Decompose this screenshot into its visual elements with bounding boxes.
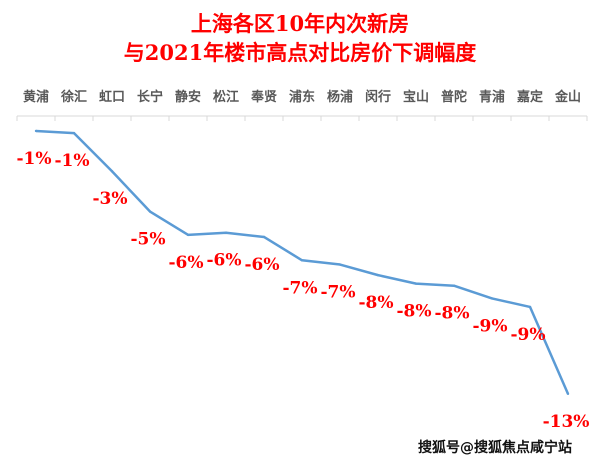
x-tick-label: 奉贤 — [250, 89, 277, 105]
data-point — [262, 235, 266, 239]
x-tick-label: 闵行 — [365, 89, 391, 105]
x-tick-label: 松江 — [213, 89, 239, 105]
data-label: -3% — [92, 189, 127, 209]
x-tick-label: 金山 — [554, 89, 581, 105]
data-label: -9% — [472, 316, 507, 336]
data-point — [376, 273, 380, 277]
data-point — [110, 170, 114, 173]
data-point — [452, 284, 456, 287]
data-label: -7% — [320, 283, 355, 303]
data-label: -6% — [244, 255, 279, 275]
x-tick-label: 普陀 — [441, 89, 467, 105]
series-line — [35, 129, 570, 395]
data-point — [186, 233, 190, 237]
x-tick-label: 宝山 — [403, 89, 429, 105]
x-tick-label: 静安 — [175, 89, 201, 105]
data-label: -8% — [396, 302, 431, 322]
data-point — [528, 305, 532, 309]
data-point — [414, 282, 418, 285]
data-label: -1% — [16, 149, 51, 169]
data-label: -13% — [543, 412, 590, 432]
data-label: -9% — [510, 325, 545, 345]
x-tick-label: 徐汇 — [60, 89, 87, 105]
data-point — [34, 129, 38, 133]
chart-title-line2: 与2021年楼市高点对比房价下调幅度 — [123, 40, 477, 65]
x-tick-label: 青浦 — [479, 89, 505, 105]
x-tick-label: 嘉定 — [516, 89, 543, 105]
data-label: -6% — [168, 253, 203, 273]
data-label: -1% — [54, 151, 89, 171]
data-point — [224, 231, 228, 234]
data-point — [72, 131, 76, 135]
chart-title-line1: 上海各区10年内次新房 — [190, 11, 410, 36]
data-label: -8% — [434, 304, 469, 324]
data-point — [490, 297, 494, 300]
data-label: -7% — [282, 278, 317, 298]
x-tick-label: 浦东 — [289, 89, 315, 105]
x-tick-label: 黄浦 — [23, 89, 49, 105]
x-tick-label: 虹口 — [99, 89, 125, 105]
data-label: -6% — [206, 251, 241, 271]
watermark: 搜狐号@搜狐焦点咸宁站 — [418, 440, 572, 456]
x-tick-label: 杨浦 — [327, 89, 353, 105]
data-label: -5% — [130, 230, 165, 250]
data-point — [300, 259, 304, 262]
data-point — [338, 263, 342, 266]
x-tick-label: 长宁 — [137, 89, 163, 105]
data-point — [148, 210, 152, 213]
data-label: -8% — [358, 293, 393, 313]
data-point — [566, 392, 570, 396]
